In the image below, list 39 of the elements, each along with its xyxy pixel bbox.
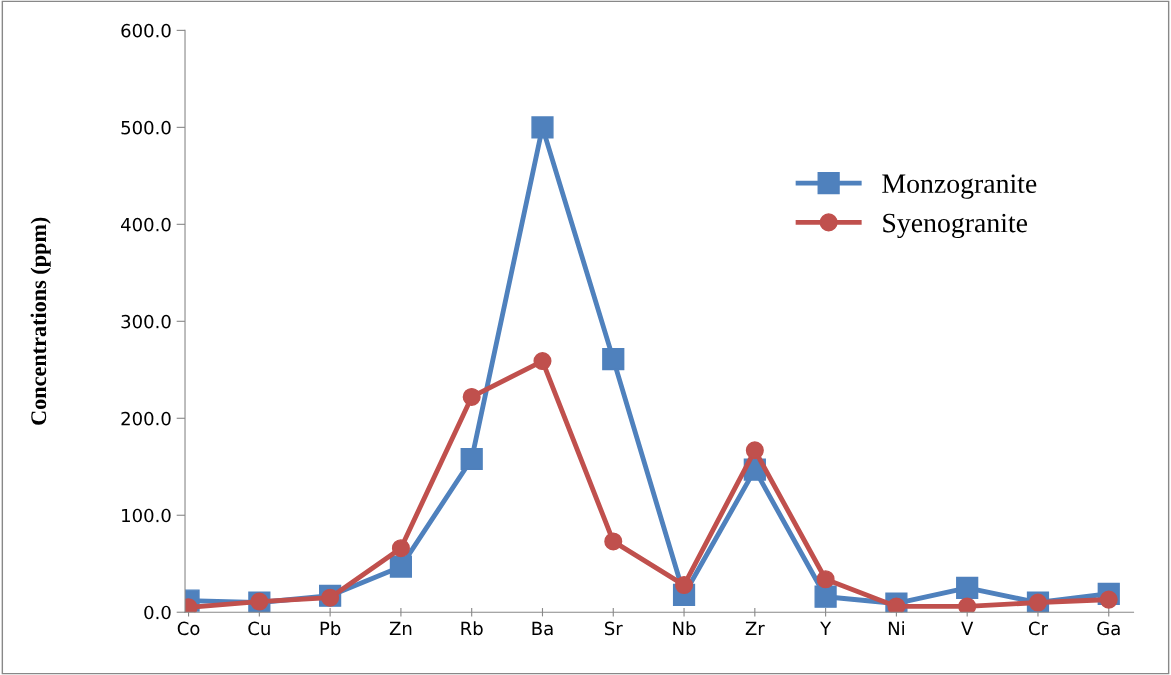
x-tick-label: Pb xyxy=(320,621,341,636)
legend-label: Monzogranite xyxy=(882,174,1037,199)
point xyxy=(956,576,979,600)
x-tick-label: Sr xyxy=(605,621,623,636)
x-tick-label: Nb xyxy=(673,621,696,636)
point xyxy=(745,441,764,460)
point xyxy=(462,387,481,406)
x-tick-label: Cr xyxy=(1028,621,1048,636)
point xyxy=(604,532,623,551)
y-tick-label: 0.0 xyxy=(144,605,171,620)
y-tick-label: 600.0 xyxy=(121,23,171,38)
legend-label: Syenogranite xyxy=(883,213,1028,239)
point xyxy=(602,348,625,371)
x-tick-label: Ni xyxy=(888,621,904,635)
point xyxy=(460,447,483,471)
point xyxy=(814,585,837,608)
x-tick-label: Ba xyxy=(532,621,553,636)
y-axis-title: Concentrations (ppm) xyxy=(30,217,51,425)
point xyxy=(391,539,410,558)
point xyxy=(389,555,413,578)
point xyxy=(816,570,835,589)
x-tick-label: Co xyxy=(177,621,200,636)
y-tick-label: 400.0 xyxy=(121,217,171,232)
y-tick-label: 300.0 xyxy=(121,314,171,329)
point xyxy=(531,116,554,139)
x-tick-label: V xyxy=(961,621,974,635)
point xyxy=(533,352,552,371)
x-tick-label: Ga xyxy=(1097,621,1120,636)
x-tick-label: Cu xyxy=(248,621,270,636)
y-tick-label: 100.0 xyxy=(122,508,171,523)
y-tick-label: 200.0 xyxy=(121,411,171,426)
point xyxy=(958,597,977,613)
point xyxy=(1099,590,1118,609)
x-tick-label: Rb xyxy=(461,621,483,636)
x-tick-label: Zr xyxy=(745,621,765,635)
point xyxy=(887,597,906,613)
y-tick-label: 500.0 xyxy=(121,120,171,135)
x-tick-label: Zn xyxy=(389,621,412,635)
x-tick-label: Y xyxy=(820,621,832,635)
